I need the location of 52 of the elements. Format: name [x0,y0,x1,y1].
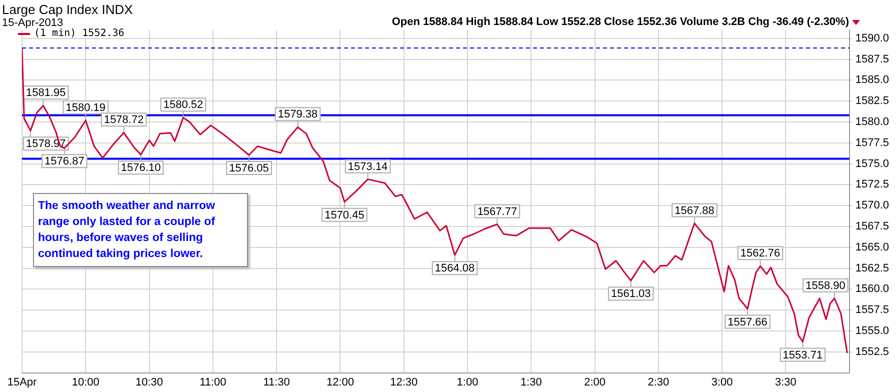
annotation: 1553.71 [782,349,823,362]
annotation: 1579.38 [278,108,318,121]
y-tick-label: 1555.0 [855,325,890,338]
annotation: 1578.72 [104,114,144,126]
x-tick-label: 12:30 [390,376,418,388]
chart-title: Large Cap Index INDX [2,2,133,17]
annotation: 1573.14 [348,160,388,173]
x-tick-label: 11:30 [263,376,290,388]
y-tick-label: 1570.0 [855,200,890,212]
annotation: 1567.88 [674,204,714,217]
y-tick-label: 1565.0 [855,241,890,254]
annotation: 1580.19 [66,102,106,114]
y-tick-label: 1577.5 [855,136,890,149]
y-tick-label: 1580.0 [855,116,890,128]
x-tick-label: 10:00 [72,376,100,388]
x-tick-label: 12:00 [326,376,354,388]
annotation: 1564.08 [434,262,475,275]
y-tick-label: 1585.0 [855,74,890,86]
x-tick-label: 2:00 [584,376,606,388]
annotation: 1562.76 [740,248,780,260]
annotation: 1576.10 [120,162,161,174]
annotation: 1561.03 [610,288,651,300]
y-tick-label: 1575.0 [855,158,890,170]
annotation: 1557.66 [728,316,768,328]
y-tick-label: 1567.5 [855,220,890,233]
x-tick-label: 3:30 [775,376,796,388]
x-tick-label: 2:30 [648,376,670,388]
x-tick-label: 11:00 [200,376,226,388]
legend-label: (1 min) 1552.36 [34,28,124,39]
y-tick-label: 1552.5 [855,346,890,358]
annotation: 1567.77 [477,206,518,218]
y-tick-label: 1560.0 [855,283,890,296]
annotation: 1581.95 [26,87,66,100]
annotation: 1558.90 [806,280,846,292]
note-box: The smooth weather and narrow range only lasted for a couple of hours, before waves of selling continued taking prices lower. [33,193,248,267]
y-tick-label: 1562.5 [855,262,890,274]
chart-subtitle: 15-Apr-2013 [2,17,64,29]
annotation: 1576.87 [44,156,84,168]
annotation: 1570.45 [324,209,364,222]
x-tick-label: 15Apr [7,376,38,388]
x-tick-label: 3:00 [711,376,733,388]
x-tick-label: 10:30 [136,376,164,388]
y-tick-label: 1587.5 [855,53,890,66]
y-tick-label: 1557.5 [855,304,890,316]
y-tick-label: 1590.0 [855,32,890,44]
y-tick-label: 1572.5 [855,178,890,191]
text: Open 1588.84 High 1588.84 Low 1552.28 Close 1552.36 Volume 3.2B Chg -36.49 (-2.30%) [392,16,849,28]
annotation: 1576.05 [229,162,269,175]
x-tick-label: 1:30 [520,376,542,388]
y-tick-label: 1582.5 [855,95,890,108]
annotation: 1580.52 [163,99,204,112]
x-tick-label: 1:00 [456,376,478,388]
